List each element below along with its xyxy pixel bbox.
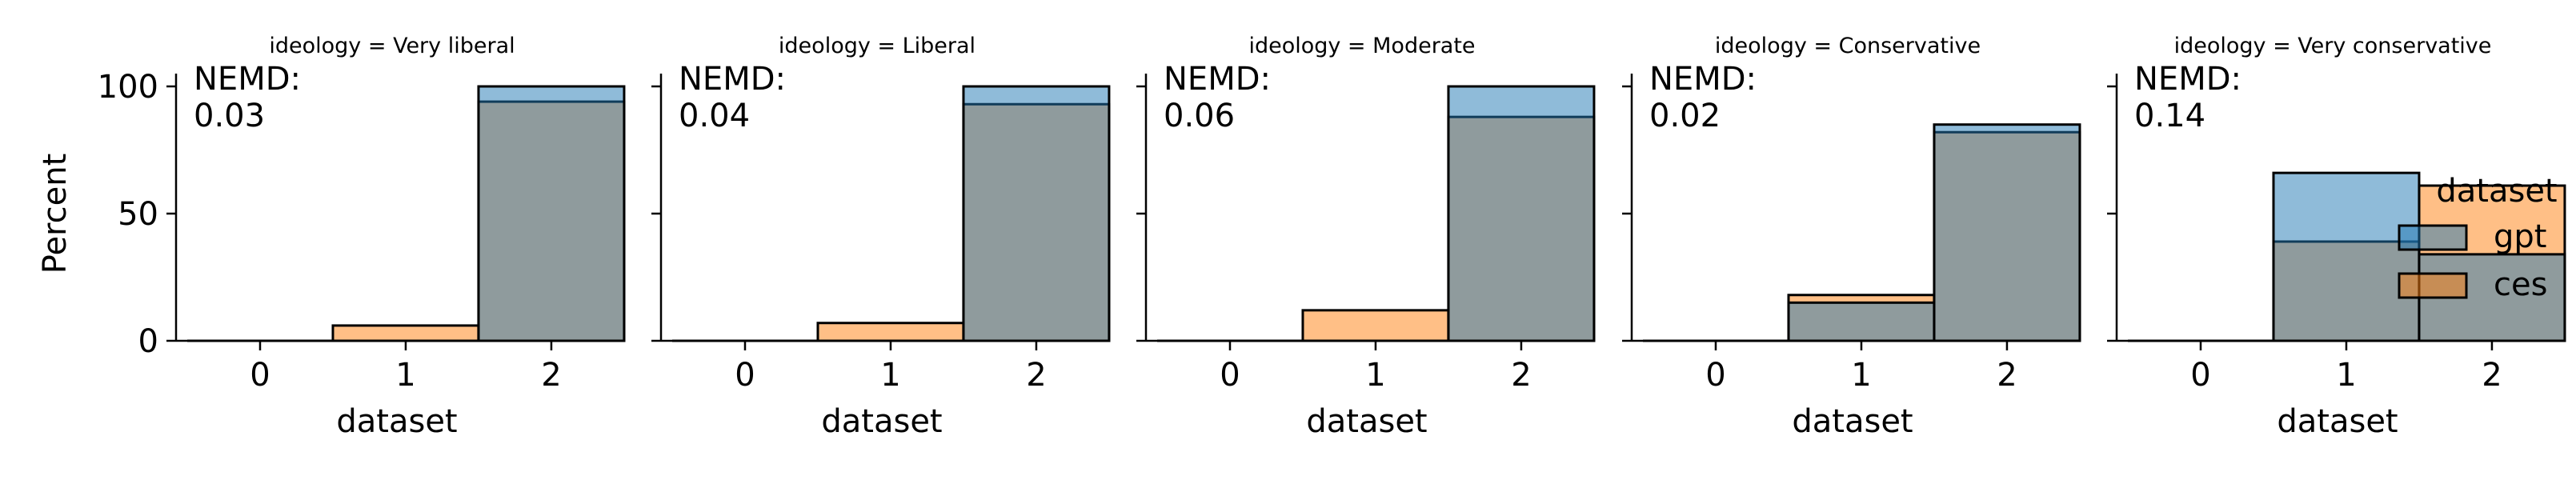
bar-gpt — [962, 85, 1111, 342]
bar-gpt — [1787, 301, 1936, 342]
nemd-label: NEMD: — [194, 61, 301, 98]
x-tick-label: 2 — [541, 357, 561, 394]
bar-gpt — [1933, 123, 2081, 342]
nemd-label: NEMD: — [679, 61, 786, 98]
legend-swatch-ces — [2398, 272, 2468, 299]
x-axis-label: dataset — [336, 403, 457, 440]
y-tick-label: 100 — [98, 69, 158, 106]
facet-title: ideology = Very liberal — [269, 34, 515, 58]
bar-gpt — [2272, 171, 2421, 342]
x-tick-label: 2 — [1026, 357, 1046, 394]
nemd-label: NEMD: — [2134, 61, 2241, 98]
facet-title: ideology = Moderate — [1248, 34, 1475, 58]
legend-label-gpt: gpt — [2494, 218, 2546, 255]
x-tick-label: 2 — [2482, 357, 2502, 394]
y-tick-label: 0 — [138, 323, 158, 360]
x-tick-label: 1 — [395, 357, 415, 394]
bar-ces — [331, 324, 480, 342]
bar-ces — [1301, 309, 1450, 342]
y-tick-label: 50 — [118, 196, 158, 233]
facet-title: ideology = Liberal — [779, 34, 976, 58]
x-tick-label: 1 — [2336, 357, 2356, 394]
x-tick-label: 2 — [1511, 357, 1531, 394]
facet-title: ideology = Very conservative — [2174, 34, 2492, 58]
x-tick-label: 1 — [880, 357, 900, 394]
nemd-value: 0.03 — [194, 98, 265, 134]
nemd-value: 0.06 — [1164, 98, 1235, 134]
nemd-label: NEMD: — [1649, 61, 1757, 98]
facet-title: ideology = Conservative — [1715, 34, 1981, 58]
nemd-value: 0.14 — [2134, 98, 2205, 134]
x-tick-label: 1 — [1365, 357, 1385, 394]
x-tick-label: 0 — [1705, 357, 1725, 394]
bar-gpt — [1447, 85, 1596, 342]
bar-ces — [816, 322, 965, 342]
x-axis-label: dataset — [1792, 403, 1913, 440]
x-tick-label: 0 — [735, 357, 755, 394]
x-axis-label: dataset — [1306, 403, 1427, 440]
legend-title: dataset — [2436, 173, 2557, 210]
x-tick-label: 1 — [1851, 357, 1871, 394]
x-tick-label: 0 — [2190, 357, 2210, 394]
x-axis-label: dataset — [2277, 403, 2398, 440]
nemd-value: 0.02 — [1649, 98, 1721, 134]
x-tick-label: 0 — [250, 357, 270, 394]
legend-label-ces: ces — [2494, 266, 2547, 303]
bar-gpt — [477, 85, 626, 342]
x-axis-label: dataset — [821, 403, 942, 440]
x-tick-label: 2 — [1997, 357, 2017, 394]
y-axis-label: Percent — [37, 154, 74, 274]
x-tick-label: 0 — [1220, 357, 1240, 394]
legend-swatch-gpt — [2398, 224, 2468, 251]
nemd-label: NEMD: — [1164, 61, 1271, 98]
nemd-value: 0.04 — [679, 98, 750, 134]
